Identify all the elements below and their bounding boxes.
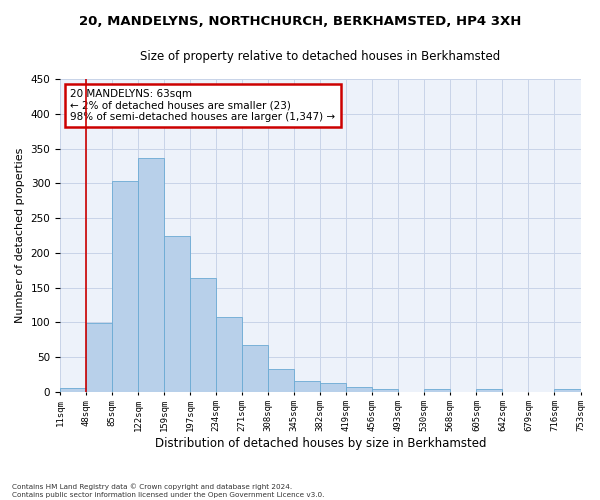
Bar <box>112 182 138 392</box>
Bar <box>373 389 398 392</box>
Y-axis label: Number of detached properties: Number of detached properties <box>15 148 25 323</box>
Bar <box>216 316 242 392</box>
Bar <box>346 386 373 392</box>
Bar <box>476 389 502 392</box>
Bar <box>294 381 320 392</box>
Bar <box>424 390 451 392</box>
Bar <box>164 236 190 392</box>
Bar <box>320 382 346 392</box>
Bar <box>138 158 164 392</box>
Bar <box>86 323 112 392</box>
Title: Size of property relative to detached houses in Berkhamsted: Size of property relative to detached ho… <box>140 50 500 63</box>
Bar <box>190 278 216 392</box>
Text: Contains HM Land Registry data © Crown copyright and database right 2024.
Contai: Contains HM Land Registry data © Crown c… <box>12 484 325 498</box>
Text: 20, MANDELYNS, NORTHCHURCH, BERKHAMSTED, HP4 3XH: 20, MANDELYNS, NORTHCHURCH, BERKHAMSTED,… <box>79 15 521 28</box>
Bar <box>554 390 581 392</box>
Text: 20 MANDELYNS: 63sqm
← 2% of detached houses are smaller (23)
98% of semi-detache: 20 MANDELYNS: 63sqm ← 2% of detached hou… <box>70 89 335 122</box>
Bar <box>242 345 268 392</box>
Bar <box>60 388 86 392</box>
Bar <box>268 368 294 392</box>
X-axis label: Distribution of detached houses by size in Berkhamsted: Distribution of detached houses by size … <box>155 437 486 450</box>
